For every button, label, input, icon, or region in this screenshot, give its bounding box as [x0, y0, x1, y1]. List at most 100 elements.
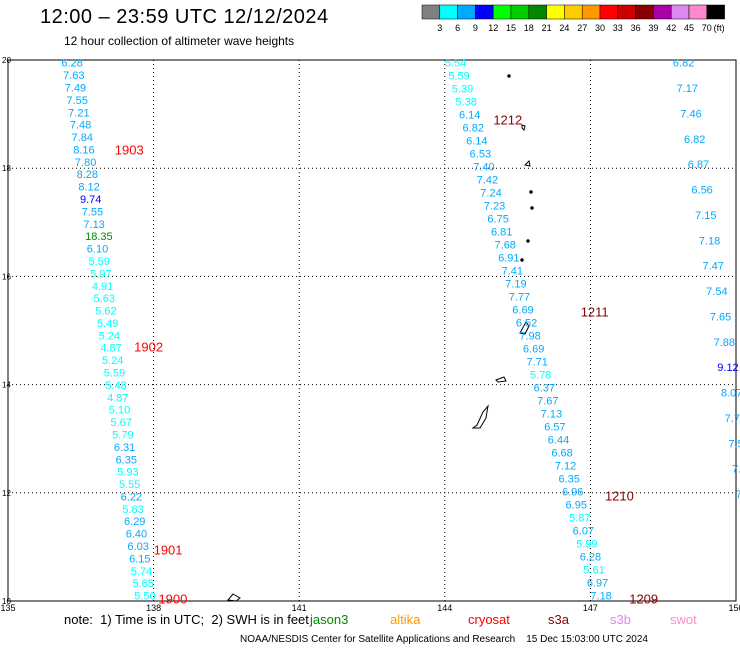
swh-value: 6.96 — [562, 487, 583, 499]
colorbar-tick-label: 18 — [524, 23, 534, 33]
y-tick-label: 12 — [2, 489, 11, 498]
island-guam — [471, 404, 489, 429]
swh-value: 7.15 — [695, 210, 716, 222]
page-subtitle: 12 hour collection of altimeter wave hei… — [64, 34, 295, 48]
island-dot — [529, 190, 533, 194]
swh-value: 7.12 — [555, 461, 576, 473]
x-tick-label: 147 — [583, 603, 598, 612]
swh-value: 5.54 — [445, 58, 466, 70]
swh-value: 6.97 — [587, 578, 608, 590]
colorbar-tick-label: 15 — [506, 23, 516, 33]
swh-value: 6.91 — [498, 253, 519, 265]
swh-value: 6.07 — [573, 526, 594, 538]
swh-value: 9.74 — [80, 194, 101, 206]
swh-value: 7.77 — [509, 292, 530, 304]
swh-value: 6.68 — [551, 448, 572, 460]
x-tick-label: 138 — [146, 603, 161, 612]
colorbar: 3 6 9 12 15 18 21 24 27 30 33 36 39 42 45 70 (ft) — [421, 4, 725, 33]
swh-value: 5.38 — [455, 97, 476, 109]
swh-value: 5.61 — [583, 565, 604, 577]
colorbar-tick-label: 21 — [542, 23, 552, 33]
legend-item-cryosat: cryosat — [468, 612, 510, 627]
footer-note: note: 1) Time is in UTC; 2) SWH is in fe… — [64, 612, 309, 627]
swh-value: 5.48 — [105, 380, 126, 392]
swh-value: 6.28 — [61, 58, 82, 70]
pass-time-label: 1902 — [134, 340, 163, 355]
swh-value: 7.13 — [541, 409, 562, 421]
colorbar-tick-label: 45 — [684, 23, 694, 33]
swh-value: 7.54 — [706, 286, 727, 298]
swh-value: 7.13 — [83, 219, 104, 231]
swh-value: 7.63 — [63, 70, 84, 82]
legend-item-jason3: jason3 — [310, 612, 349, 627]
island-dot — [530, 206, 534, 210]
swh-value: 7.40 — [473, 162, 494, 174]
swh-value: 6.82 — [673, 58, 694, 70]
swh-value: 7.65 — [710, 311, 731, 323]
island-saipan — [519, 321, 530, 335]
swh-value: 5.24 — [102, 355, 123, 367]
swh-value: 5.97 — [90, 268, 111, 280]
swh-value: 7.47 — [702, 261, 723, 273]
swh-value: 6.40 — [126, 529, 147, 541]
island-agrihan — [523, 159, 531, 167]
swh-value: 8.16 — [73, 144, 94, 156]
swh-value: 4.91 — [92, 281, 113, 293]
swh-value: 7.98 — [519, 331, 540, 343]
swh-value: 6.56 — [691, 185, 712, 197]
pass-time-label: 1210 — [605, 489, 634, 504]
x-tick-label: 150 — [728, 603, 740, 612]
swh-value: 8.28 — [77, 169, 98, 181]
legend-item-s3a: s3a — [548, 612, 569, 627]
swh-value: 7.41 — [502, 266, 523, 278]
swh-value: 7.80 — [75, 157, 96, 169]
swh-value: 6.82 — [684, 134, 705, 146]
swh-value: 7.68 — [495, 240, 516, 252]
legend-item-altika: altika — [390, 612, 421, 627]
wave-height-map: 1351381411441471501012141618206.287.637.… — [0, 56, 740, 612]
colorbar-swatch — [706, 4, 725, 20]
swh-value: 7.71 — [526, 357, 547, 369]
swh-value: 7.24 — [480, 188, 501, 200]
swh-value: 6.14 — [459, 110, 480, 122]
pass-time-label: 1901 — [154, 543, 183, 558]
swh-value: 6.31 — [114, 442, 135, 454]
colorbar-tick-label: 70 — [702, 23, 712, 33]
swh-value: 5.79 — [112, 429, 133, 441]
swh-value: 6.44 — [548, 435, 569, 447]
x-tick-label: 141 — [292, 603, 307, 612]
swh-value: 7.7 — [736, 489, 740, 501]
colorbar-tick-label: 33 — [613, 23, 623, 33]
swh-value: 9.12 — [717, 362, 738, 374]
swh-value: 6.29 — [124, 516, 145, 528]
swh-value: 5.78 — [530, 370, 551, 382]
swh-value: 6.28 — [580, 552, 601, 564]
page-title: 12:00 – 23:59 UTC 12/12/2024 — [40, 6, 329, 28]
colorbar-tick-label: 27 — [577, 23, 587, 33]
colorbar-tick-label: 12 — [488, 23, 498, 33]
swh-value: 7.17 — [677, 83, 698, 95]
legend-item-s3b: s3b — [610, 612, 631, 627]
island-maug — [521, 124, 526, 131]
island-dot — [520, 258, 524, 262]
swh-value: 5.59 — [104, 368, 125, 380]
swh-value: 5.99 — [576, 539, 597, 551]
y-tick-label: 18 — [2, 164, 11, 173]
colorbar-tick-label: 24 — [559, 23, 569, 33]
swh-value: 7.18 — [590, 591, 611, 603]
colorbar-tick-label: 9 — [473, 23, 478, 33]
swh-value: 6.87 — [688, 159, 709, 171]
coastline-group — [227, 74, 534, 602]
pass-time-label: 1209 — [629, 591, 658, 606]
swh-value: 6.03 — [127, 541, 148, 553]
swh-value: 7.18 — [699, 235, 720, 247]
swh-value: 7.48 — [70, 120, 91, 132]
swh-value: 7.21 — [68, 107, 89, 119]
island-ngulu — [227, 593, 241, 602]
y-tick-label: 16 — [2, 272, 11, 281]
x-tick-label: 144 — [437, 603, 452, 612]
pass-time-label: 1211 — [581, 305, 609, 320]
colorbar-tick-label: 30 — [595, 23, 605, 33]
swh-value: 6.82 — [463, 123, 484, 135]
swh-value: 7.84 — [72, 132, 93, 144]
